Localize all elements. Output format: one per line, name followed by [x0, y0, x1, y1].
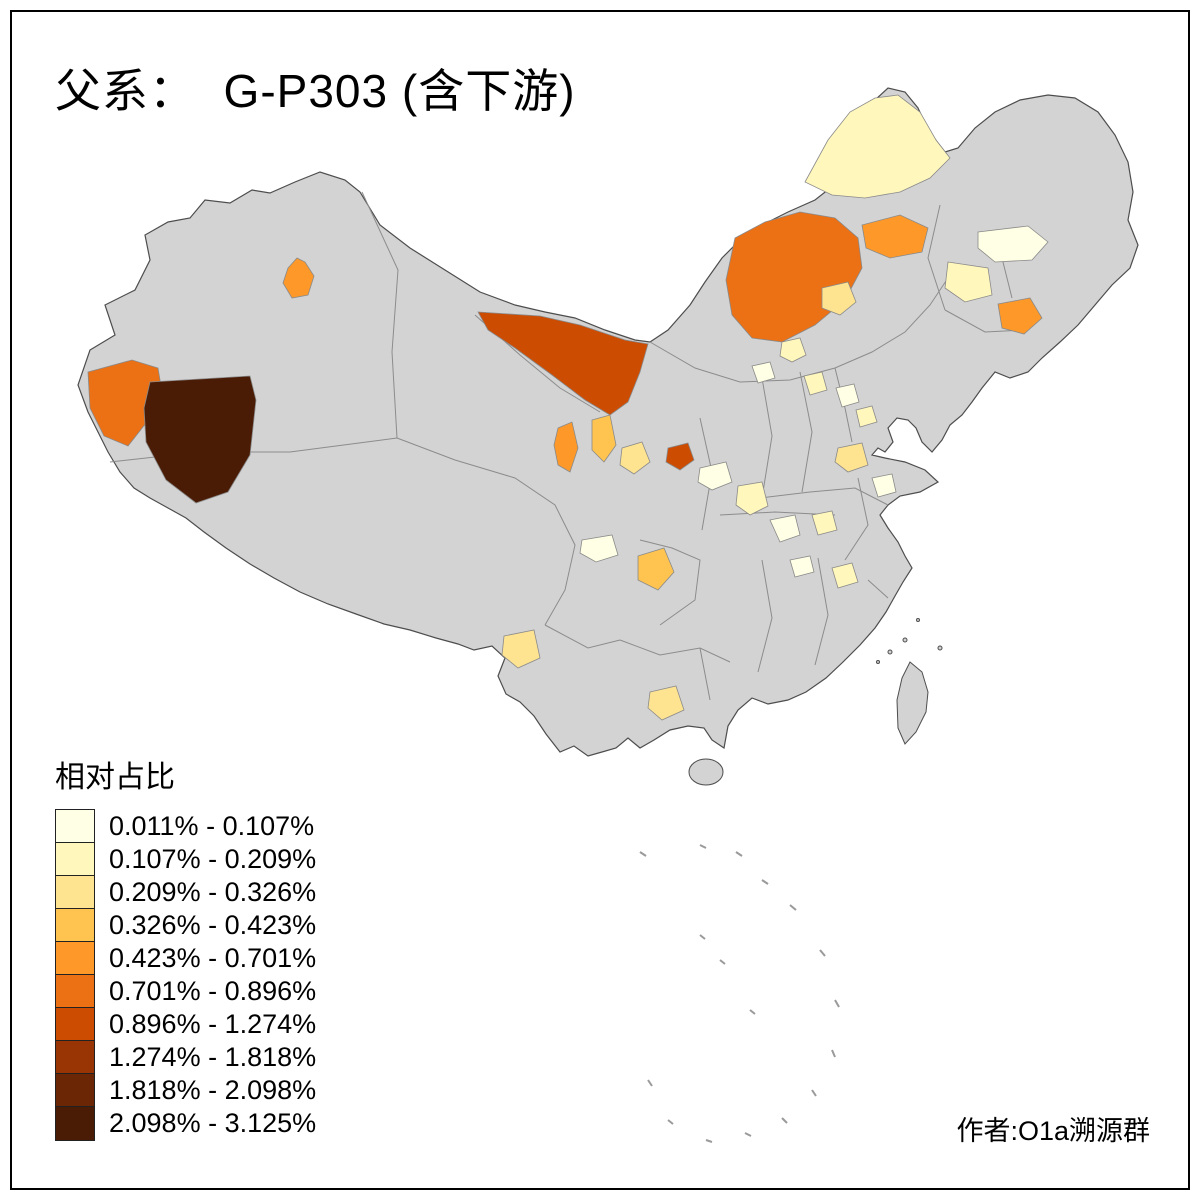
- legend-swatch: [55, 1073, 95, 1108]
- author-credit: 作者:O1a溯源群: [956, 1116, 1150, 1146]
- legend-label: 0.209% - 0.326%: [109, 877, 317, 907]
- region-ne-cream: [977, 225, 1049, 263]
- region-baotou: [861, 214, 929, 259]
- legend-row: 1.274% - 1.818%: [55, 1040, 317, 1075]
- legend-swatch: [55, 974, 95, 1009]
- legend-row: 0.896% - 1.274%: [55, 1007, 317, 1042]
- legend-label: 1.818% - 2.098%: [109, 1075, 317, 1105]
- legend-label: 2.098% - 3.125%: [109, 1108, 317, 1138]
- legend-title: 相对占比: [55, 761, 175, 794]
- region-hubei-pale: [811, 510, 838, 536]
- legend-row: 2.098% - 3.125%: [55, 1106, 317, 1141]
- region-n3: [803, 371, 828, 396]
- page-title: 父系： G-P303 (含下游): [55, 65, 576, 117]
- south-sea-specks: [639, 844, 840, 1143]
- legend-row: 0.423% - 0.701%: [55, 941, 317, 976]
- hainan-island: [688, 758, 724, 786]
- legend-row: 0.209% - 0.326%: [55, 875, 317, 910]
- region-ganzi-cream: [579, 534, 619, 563]
- legend-row: 0.011% - 0.107%: [55, 809, 316, 844]
- legend-label: 0.107% - 0.209%: [109, 844, 317, 874]
- legend-swatch: [55, 1007, 95, 1042]
- region-alxa-darkred: [477, 311, 649, 416]
- region-ningxia-cream: [697, 461, 733, 491]
- legend-swatch: [55, 908, 95, 943]
- region-n2: [751, 361, 776, 384]
- region-ne-pale: [944, 261, 993, 303]
- region-anhui-pale: [831, 562, 859, 589]
- legend-swatch: [55, 1106, 95, 1141]
- legend-row: 1.818% - 2.098%: [55, 1073, 317, 1108]
- region-gansu-mid: [591, 414, 617, 463]
- region-shandong-cream: [871, 473, 897, 498]
- region-gansu-east: [619, 441, 651, 475]
- legend-swatch: [55, 1040, 95, 1075]
- colored-regions: [87, 94, 1049, 721]
- legend-row: 0.701% - 0.896%: [55, 974, 317, 1009]
- region-shaanxi-pale: [735, 481, 769, 516]
- region-hulunbuir: [804, 94, 951, 199]
- region-n1: [779, 337, 807, 363]
- legend-swatch: [55, 875, 95, 910]
- region-chengdu: [637, 547, 675, 591]
- legend-label: 0.326% - 0.423%: [109, 910, 317, 940]
- legend-swatch: [55, 941, 95, 976]
- legend-label: 0.701% - 0.896%: [109, 976, 317, 1006]
- legend-label: 0.423% - 0.701%: [109, 943, 317, 973]
- legend-label: 1.274% - 1.818%: [109, 1042, 317, 1072]
- region-yunnan-east: [647, 685, 685, 721]
- taiwan-island: [896, 661, 929, 745]
- region-tianjin-pale: [855, 405, 878, 428]
- legend-row: 0.326% - 0.423%: [55, 908, 317, 943]
- legend-label: 0.896% - 1.274%: [109, 1009, 317, 1039]
- region-xinjiang-small: [282, 257, 315, 299]
- legend: 相对占比 0.011% - 0.107% 0.107% - 0.209% 0.2…: [55, 752, 317, 1141]
- region-lanzhou-dot: [665, 442, 695, 471]
- region-hubei-cream: [789, 555, 815, 578]
- legend-swatch: [55, 842, 95, 877]
- region-darkest: [143, 375, 257, 504]
- region-beijing-cream: [835, 383, 860, 408]
- region-yunnan-west: [501, 629, 541, 669]
- islands: [688, 618, 943, 786]
- region-shaanxi-cream: [769, 514, 801, 543]
- legend-label: 0.011% - 0.107%: [109, 811, 315, 841]
- region-qinghai-east: [553, 421, 579, 473]
- region-jilin-orange: [997, 297, 1043, 335]
- legend-row: 0.107% - 0.209%: [55, 842, 317, 877]
- region-xilingol: [821, 281, 857, 316]
- legend-swatch: [55, 809, 95, 844]
- region-henan: [834, 442, 869, 473]
